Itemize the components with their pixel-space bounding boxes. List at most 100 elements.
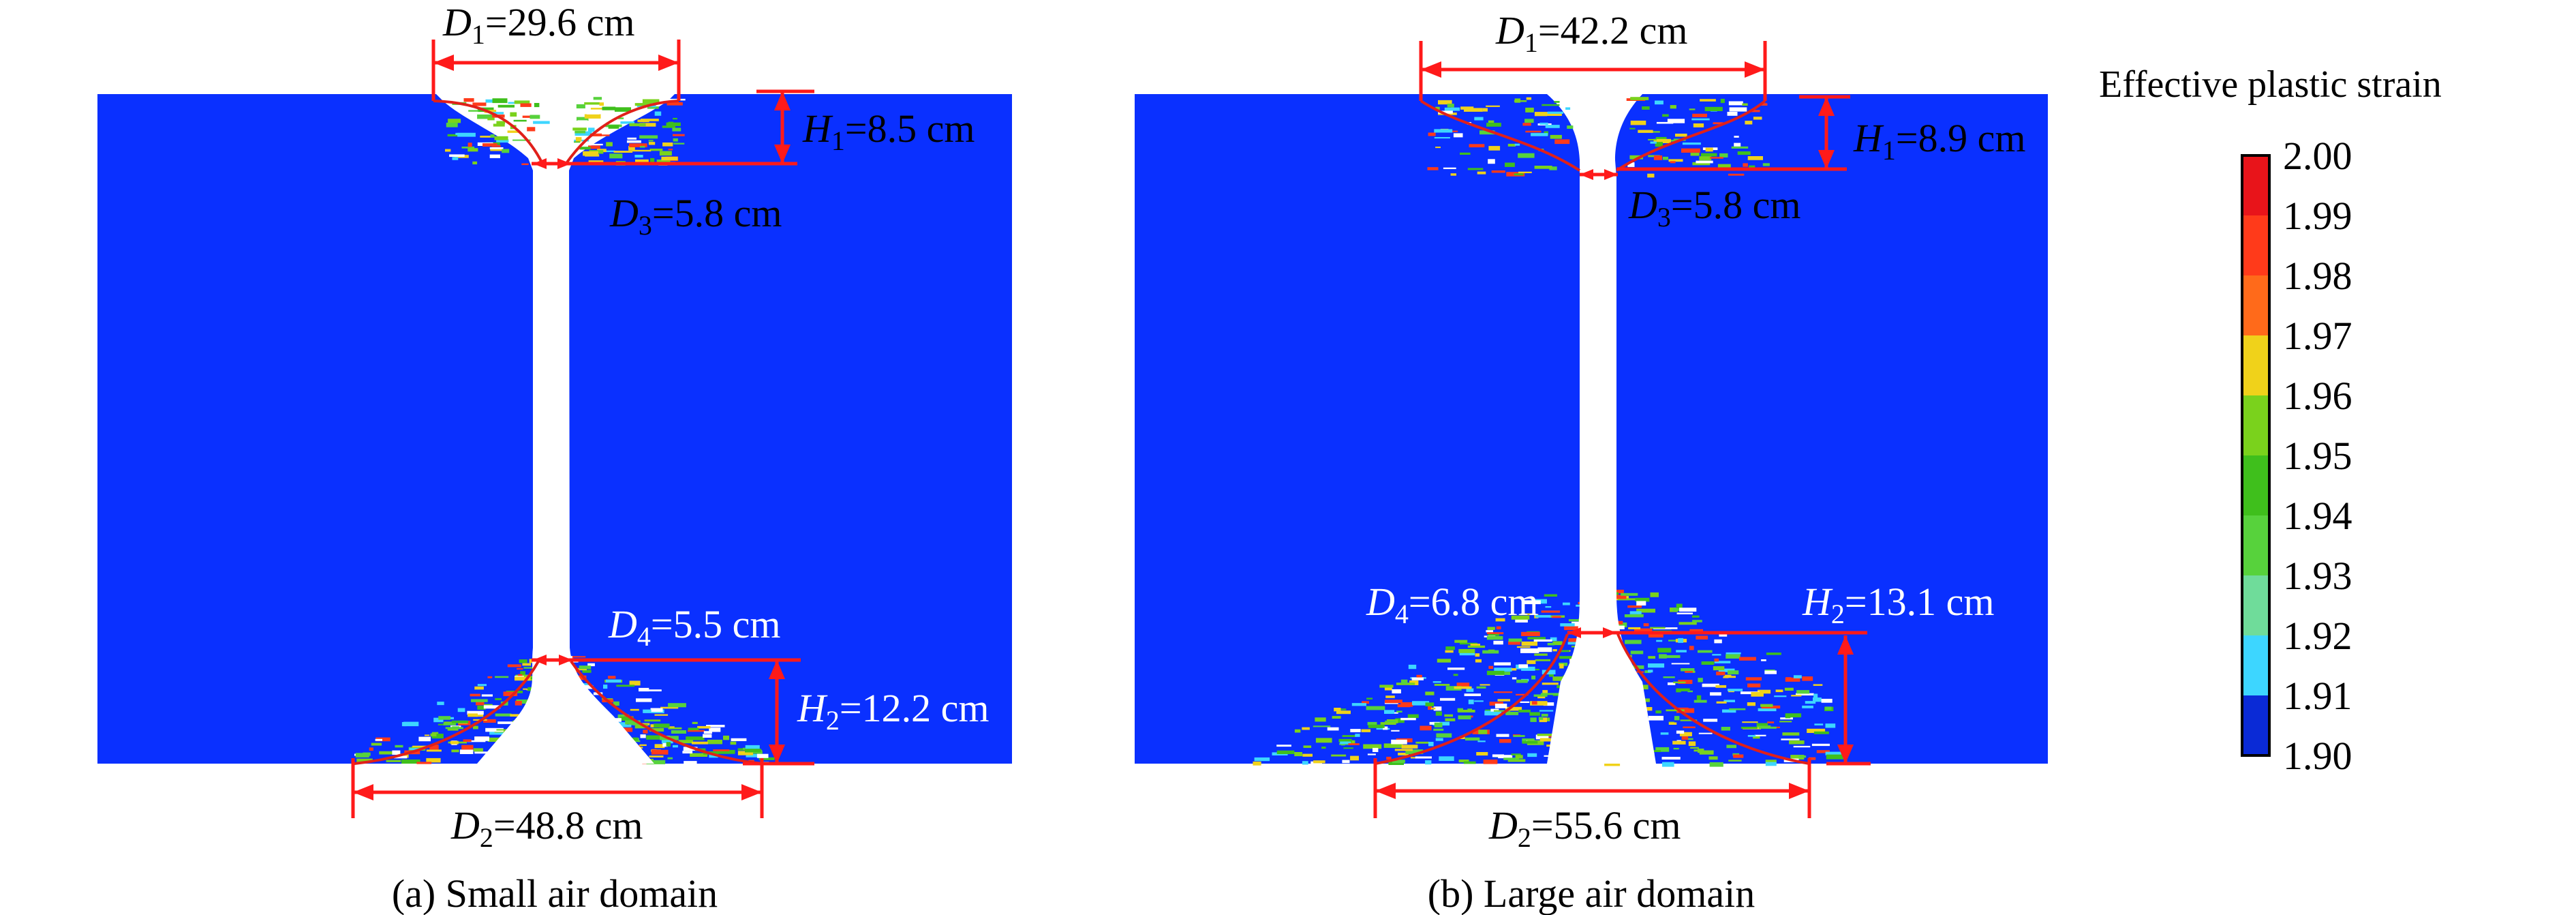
colorbar-step <box>2242 635 2269 696</box>
damage-speckle <box>1761 659 1766 661</box>
damage-speckle <box>1728 101 1743 106</box>
damage-speckle <box>661 739 673 744</box>
damage-speckle <box>1437 659 1451 663</box>
panel-a-h1-label: H1=8.5 cm <box>802 106 975 156</box>
damage-speckle <box>650 708 663 712</box>
damage-speckle <box>1469 737 1479 739</box>
damage-speckle <box>1567 125 1574 129</box>
damage-speckle <box>1350 755 1359 761</box>
damage-speckle <box>1635 597 1650 602</box>
damage-speckle <box>1340 741 1351 745</box>
damage-speckle <box>1444 107 1460 111</box>
damage-speckle <box>1548 672 1554 677</box>
damage-speckle <box>1669 722 1677 725</box>
damage-speckle <box>1663 156 1668 160</box>
damage-speckle <box>1491 170 1505 173</box>
damage-speckle <box>1539 717 1547 723</box>
damage-speckle <box>1488 146 1501 151</box>
damage-speckle <box>639 146 645 148</box>
damage-speckle <box>1705 147 1713 152</box>
damage-speckle <box>507 664 521 668</box>
damage-speckle <box>632 149 651 152</box>
damage-speckle <box>1398 752 1409 755</box>
damage-speckle <box>1679 732 1692 736</box>
damage-speckle <box>1486 632 1504 635</box>
damage-speckle <box>1445 718 1456 721</box>
damage-speckle <box>1754 734 1766 736</box>
damage-speckle <box>1696 635 1708 640</box>
damage-speckle <box>1535 659 1550 661</box>
damage-speckle <box>1366 706 1385 710</box>
damage-speckle <box>412 745 430 748</box>
damage-speckle <box>1538 717 1544 720</box>
damage-speckle <box>1636 601 1646 606</box>
damage-speckle <box>1518 153 1535 158</box>
damage-speckle <box>707 739 722 745</box>
damage-speckle <box>433 717 444 723</box>
damage-speckle <box>703 731 712 734</box>
damage-speckle <box>1521 631 1540 636</box>
damage-speckle <box>576 104 585 108</box>
damage-speckle <box>1444 714 1453 717</box>
damage-speckle <box>1753 117 1762 120</box>
damage-speckle <box>1571 646 1577 648</box>
damage-speckle <box>523 667 534 669</box>
damage-speckle <box>1648 663 1665 668</box>
damage-speckle <box>1650 627 1666 629</box>
damage-speckle <box>1533 639 1552 642</box>
damage-speckle <box>495 698 502 700</box>
damage-speckle <box>472 102 487 106</box>
damage-speckle <box>587 127 595 132</box>
damage-speckle <box>1332 716 1341 719</box>
damage-speckle <box>577 117 589 121</box>
damage-speckle <box>483 719 496 723</box>
damage-speckle <box>1693 700 1707 703</box>
damage-speckle <box>1756 725 1771 728</box>
damage-speckle <box>1760 704 1773 707</box>
damage-speckle <box>1647 173 1655 178</box>
damage-speckle <box>662 125 675 128</box>
damage-speckle <box>1655 747 1670 752</box>
damage-speckle <box>1688 741 1696 747</box>
damage-speckle <box>1643 623 1649 627</box>
damage-speckle <box>639 744 647 746</box>
damage-speckle <box>1531 675 1536 680</box>
damage-speckle <box>648 142 656 145</box>
damage-speckle <box>467 713 478 717</box>
damage-speckle <box>654 714 669 716</box>
damage-speckle <box>1624 614 1644 618</box>
damage-speckle <box>1656 121 1674 124</box>
damage-speckle <box>1717 164 1731 168</box>
damage-speckle <box>1618 598 1636 601</box>
damage-speckle <box>1679 608 1697 612</box>
damage-speckle <box>646 735 661 740</box>
damage-speckle <box>617 724 632 728</box>
damage-speckle <box>437 702 444 706</box>
damage-speckle <box>648 140 654 142</box>
damage-speckle <box>379 751 396 755</box>
damage-speckle <box>1728 689 1743 691</box>
damage-speckle <box>426 749 442 752</box>
damage-speckle <box>1486 105 1500 107</box>
damage-speckle <box>461 147 475 149</box>
damage-speckle <box>649 755 664 758</box>
damage-speckle <box>494 136 508 140</box>
damage-speckle <box>1367 753 1376 755</box>
damage-speckle <box>1742 103 1748 106</box>
colorbar-step <box>2242 395 2269 456</box>
damage-speckle <box>1520 701 1530 703</box>
damage-speckle <box>1758 726 1777 729</box>
damage-speckle <box>495 713 512 717</box>
panel-b-d3-label: D3=5.8 cm <box>1628 183 1800 232</box>
damage-speckle <box>1458 710 1475 712</box>
damage-speckle <box>1526 97 1532 100</box>
damage-speckle <box>518 674 523 676</box>
damage-speckle <box>1676 612 1693 614</box>
damage-speckle <box>629 143 647 147</box>
damage-speckle <box>493 123 505 127</box>
damage-speckle <box>572 127 587 131</box>
damage-speckle <box>496 121 506 125</box>
damage-speckle <box>496 729 515 731</box>
damage-speckle <box>1665 627 1678 629</box>
damage-speckle <box>1655 710 1661 714</box>
